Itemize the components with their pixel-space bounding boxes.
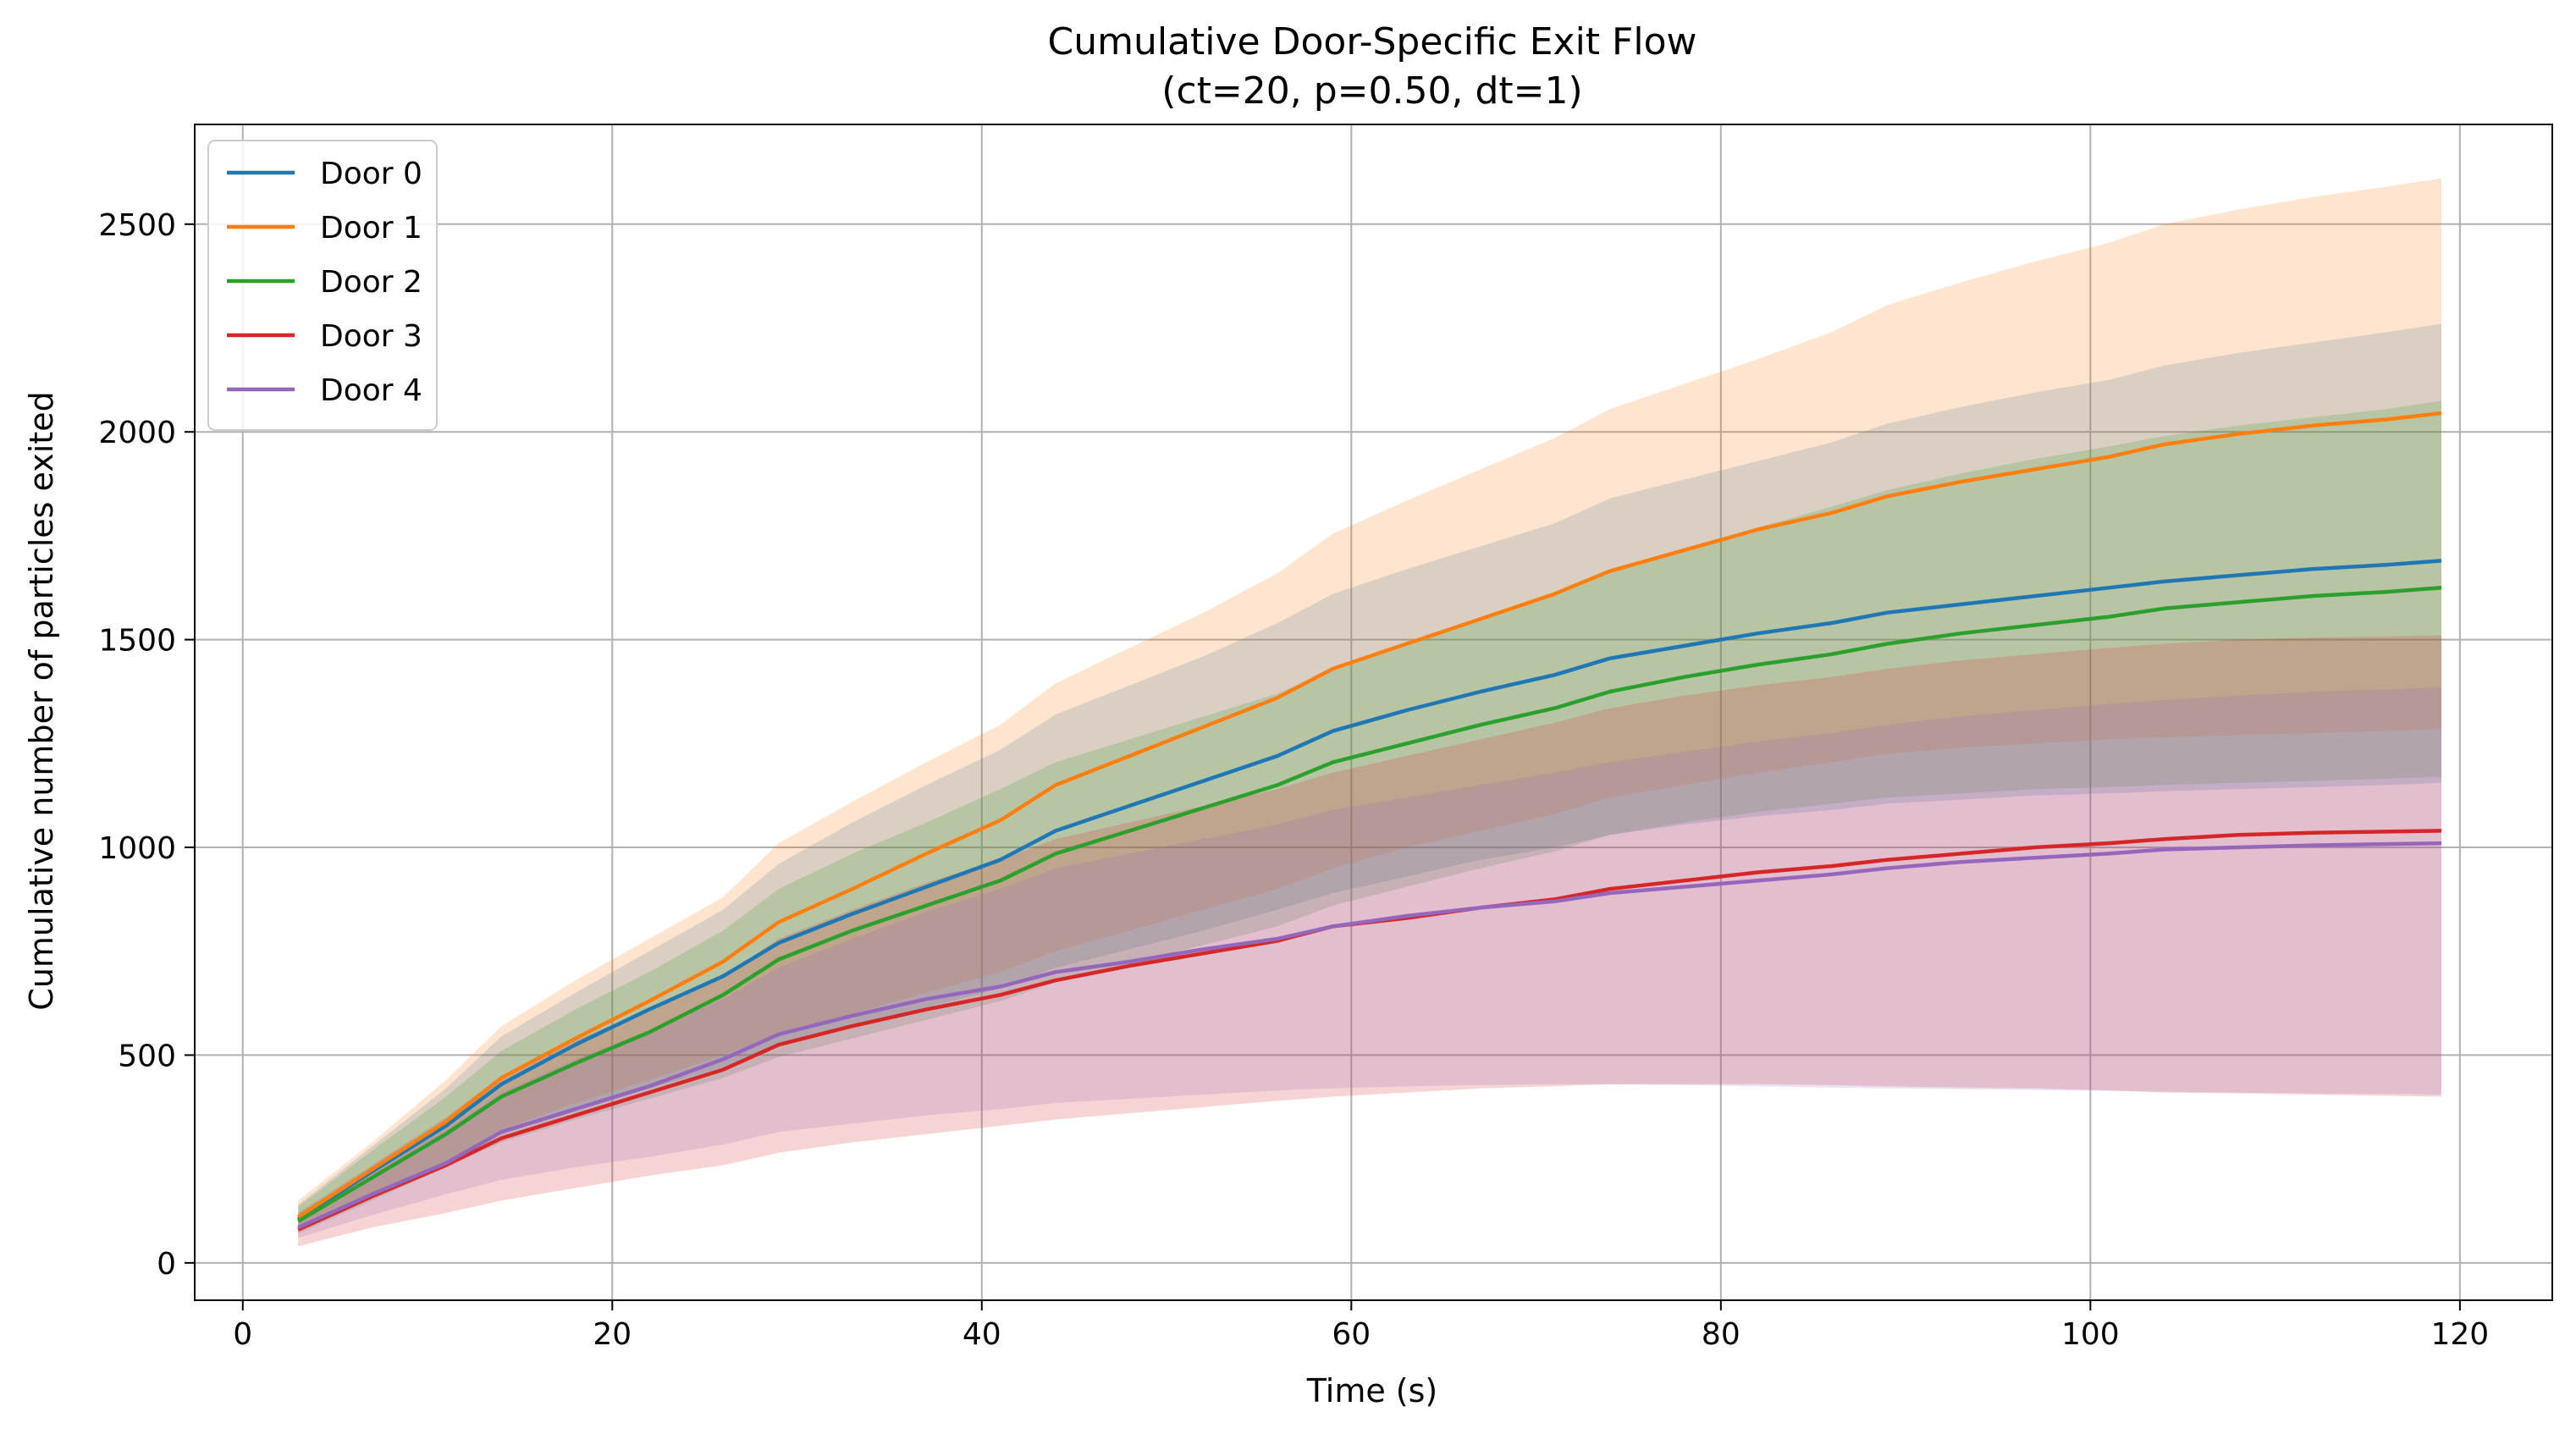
y-tick-label: 1500 <box>98 624 176 659</box>
y-tick-label: 500 <box>118 1039 176 1073</box>
line-door-2 <box>297 586 2442 1223</box>
y-tick-label: 2000 <box>98 416 176 450</box>
plot-frame <box>194 124 2553 1301</box>
x-tick-label: 20 <box>593 1317 632 1352</box>
chart-subtitle: (ct=20, p=0.50, dt=1) <box>1161 69 1582 113</box>
legend-label-door-2: Door 2 <box>320 265 422 300</box>
x-tick-label: 40 <box>963 1317 1001 1352</box>
x-tick-label: 80 <box>1702 1317 1740 1352</box>
legend-label-door-3: Door 3 <box>320 319 422 354</box>
line-door-4 <box>297 841 2442 1230</box>
legend-label-door-4: Door 4 <box>320 373 422 408</box>
line-door-1 <box>296 411 2442 1219</box>
band-door-1 <box>298 178 2442 1232</box>
y-tick-label: 1000 <box>98 831 176 866</box>
x-tick-label: 100 <box>2061 1317 2120 1352</box>
x-tick-label: 60 <box>1332 1317 1371 1352</box>
y-tick-label: 0 <box>157 1247 176 1282</box>
series-lines <box>296 411 2442 1232</box>
band-door-0 <box>298 323 2442 1233</box>
legend: Door 0 Door 1 Door 2 Door 3 Door 4 <box>207 140 438 431</box>
x-tick-label: 120 <box>2431 1317 2490 1352</box>
legend-label-door-0: Door 0 <box>320 157 422 191</box>
y-axis-label: Cumulative number of particles exited <box>23 391 60 1010</box>
axis-ticks: 0 20 40 60 80 100 120 0 500 1000 1500 2000 2500 <box>98 208 2489 1352</box>
legend-box <box>207 140 438 431</box>
band-door-3 <box>298 635 2442 1247</box>
y-tick-label: 2500 <box>98 208 176 243</box>
chart-title: Cumulative Door-Specific Exit Flow <box>1048 20 1697 63</box>
x-tick-label: 0 <box>233 1317 252 1352</box>
band-door-4 <box>298 687 2442 1238</box>
grid <box>195 124 2552 1300</box>
legend-label-door-1: Door 1 <box>320 211 422 245</box>
confidence-bands <box>298 178 2442 1247</box>
x-axis-label: Time (s) <box>1306 1372 1438 1409</box>
line-door-0 <box>296 559 2442 1222</box>
